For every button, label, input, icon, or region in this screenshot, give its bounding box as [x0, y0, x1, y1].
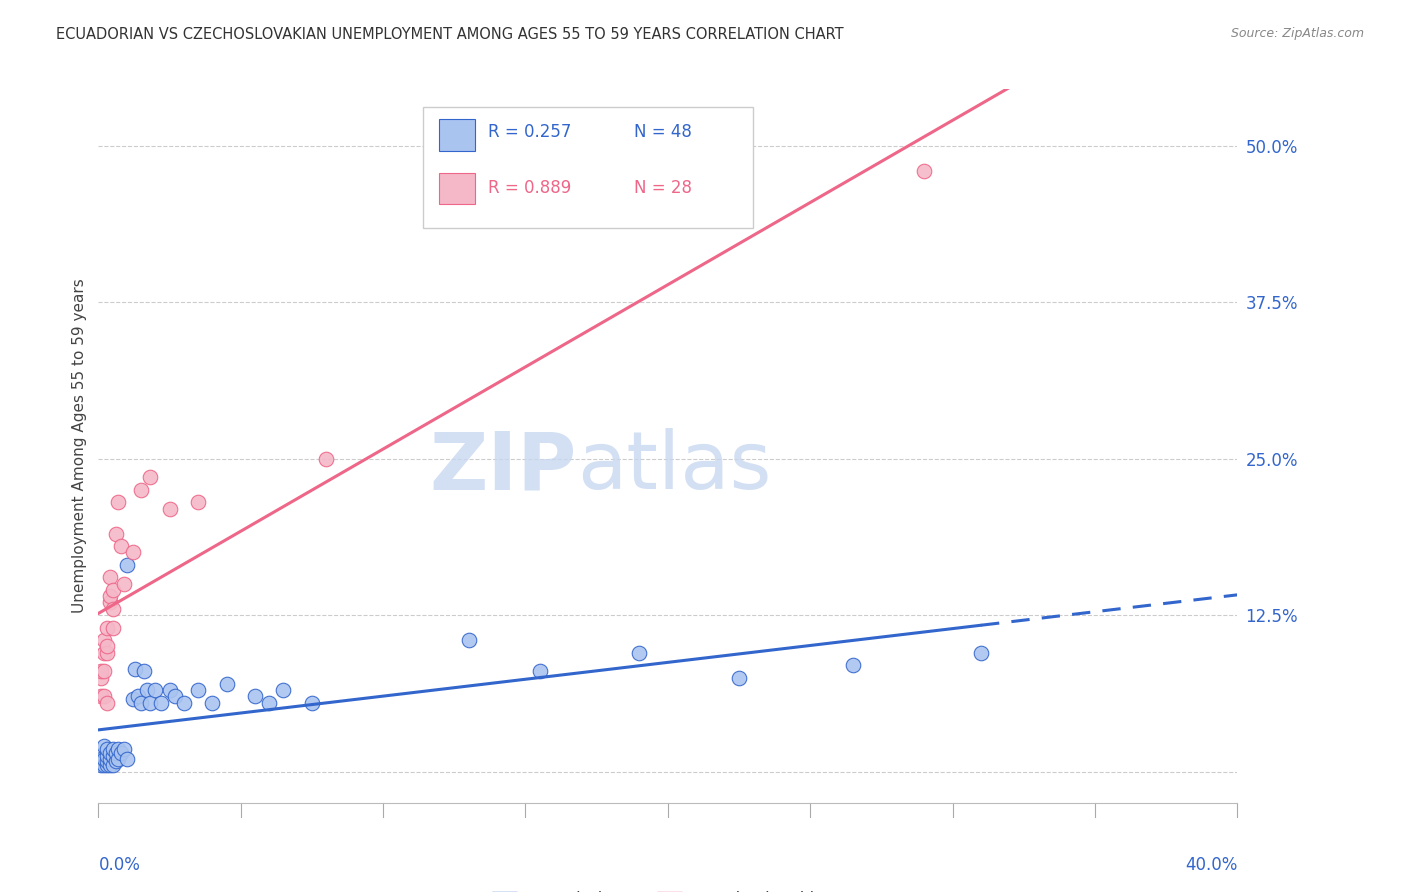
Point — [98, 589, 121, 603]
Point — [101, 621, 124, 635]
FancyBboxPatch shape — [439, 173, 475, 204]
Point — [93, 752, 115, 766]
Point — [90, 671, 112, 685]
Point — [115, 558, 138, 572]
FancyBboxPatch shape — [439, 120, 475, 151]
Point — [187, 495, 209, 509]
Point — [150, 696, 173, 710]
Point — [728, 671, 751, 685]
Point — [273, 683, 295, 698]
Point — [138, 696, 160, 710]
Point — [104, 746, 127, 760]
Point — [93, 633, 115, 648]
Point — [115, 752, 138, 766]
Point — [259, 696, 281, 710]
Point — [104, 526, 127, 541]
Point — [101, 582, 124, 597]
Point — [104, 755, 127, 769]
Point — [529, 665, 551, 679]
Point — [842, 658, 865, 673]
Point — [243, 690, 266, 704]
Point — [135, 683, 157, 698]
Point — [201, 696, 224, 710]
Text: Source: ZipAtlas.com: Source: ZipAtlas.com — [1230, 27, 1364, 40]
Text: atlas: atlas — [576, 428, 770, 507]
Point — [93, 690, 115, 704]
Point — [912, 163, 935, 178]
Point — [93, 758, 115, 772]
Point — [107, 752, 129, 766]
Point — [96, 742, 118, 756]
Point — [90, 752, 112, 766]
Point — [159, 501, 181, 516]
Point — [98, 570, 121, 584]
Point — [457, 633, 479, 648]
Text: R = 0.257: R = 0.257 — [488, 123, 571, 141]
Point — [98, 595, 121, 609]
Point — [90, 665, 112, 679]
Point — [112, 742, 135, 756]
Text: N = 48: N = 48 — [634, 123, 692, 141]
Point — [110, 539, 132, 553]
Point — [93, 646, 115, 660]
Point — [96, 758, 118, 772]
Point — [165, 690, 187, 704]
Point — [98, 746, 121, 760]
Point — [215, 677, 238, 691]
Point — [96, 646, 118, 660]
Point — [301, 696, 323, 710]
FancyBboxPatch shape — [423, 107, 754, 228]
Point — [101, 601, 124, 615]
Point — [129, 696, 152, 710]
Point — [90, 690, 112, 704]
Point — [112, 576, 135, 591]
Point — [159, 683, 181, 698]
Point — [93, 739, 115, 754]
Point — [96, 640, 118, 654]
Y-axis label: Unemployment Among Ages 55 to 59 years: Unemployment Among Ages 55 to 59 years — [72, 278, 87, 614]
Point — [101, 758, 124, 772]
Point — [127, 690, 149, 704]
Point — [107, 495, 129, 509]
Point — [970, 646, 993, 660]
Point — [93, 665, 115, 679]
Point — [121, 545, 143, 559]
Point — [187, 683, 209, 698]
Text: 0.0%: 0.0% — [98, 856, 141, 874]
Point — [96, 755, 118, 769]
Point — [101, 742, 124, 756]
Point — [173, 696, 195, 710]
Point — [628, 646, 651, 660]
Legend: Ecuadorians, Czechoslovakians: Ecuadorians, Czechoslovakians — [486, 885, 849, 892]
Text: ECUADORIAN VS CZECHOSLOVAKIAN UNEMPLOYMENT AMONG AGES 55 TO 59 YEARS CORRELATION: ECUADORIAN VS CZECHOSLOVAKIAN UNEMPLOYME… — [56, 27, 844, 42]
Point — [96, 749, 118, 764]
Point — [132, 665, 155, 679]
Text: 40.0%: 40.0% — [1185, 856, 1237, 874]
Point — [145, 683, 167, 698]
Point — [90, 758, 112, 772]
Text: R = 0.889: R = 0.889 — [488, 178, 571, 196]
Point — [98, 752, 121, 766]
Point — [96, 696, 118, 710]
Point — [138, 470, 160, 484]
Point — [121, 692, 143, 706]
Point — [96, 621, 118, 635]
Point — [129, 483, 152, 497]
Text: ZIP: ZIP — [429, 428, 576, 507]
Point — [98, 758, 121, 772]
Point — [315, 451, 337, 466]
Point — [110, 746, 132, 760]
Text: N = 28: N = 28 — [634, 178, 692, 196]
Point — [124, 662, 146, 676]
Point — [107, 742, 129, 756]
Point — [101, 749, 124, 764]
